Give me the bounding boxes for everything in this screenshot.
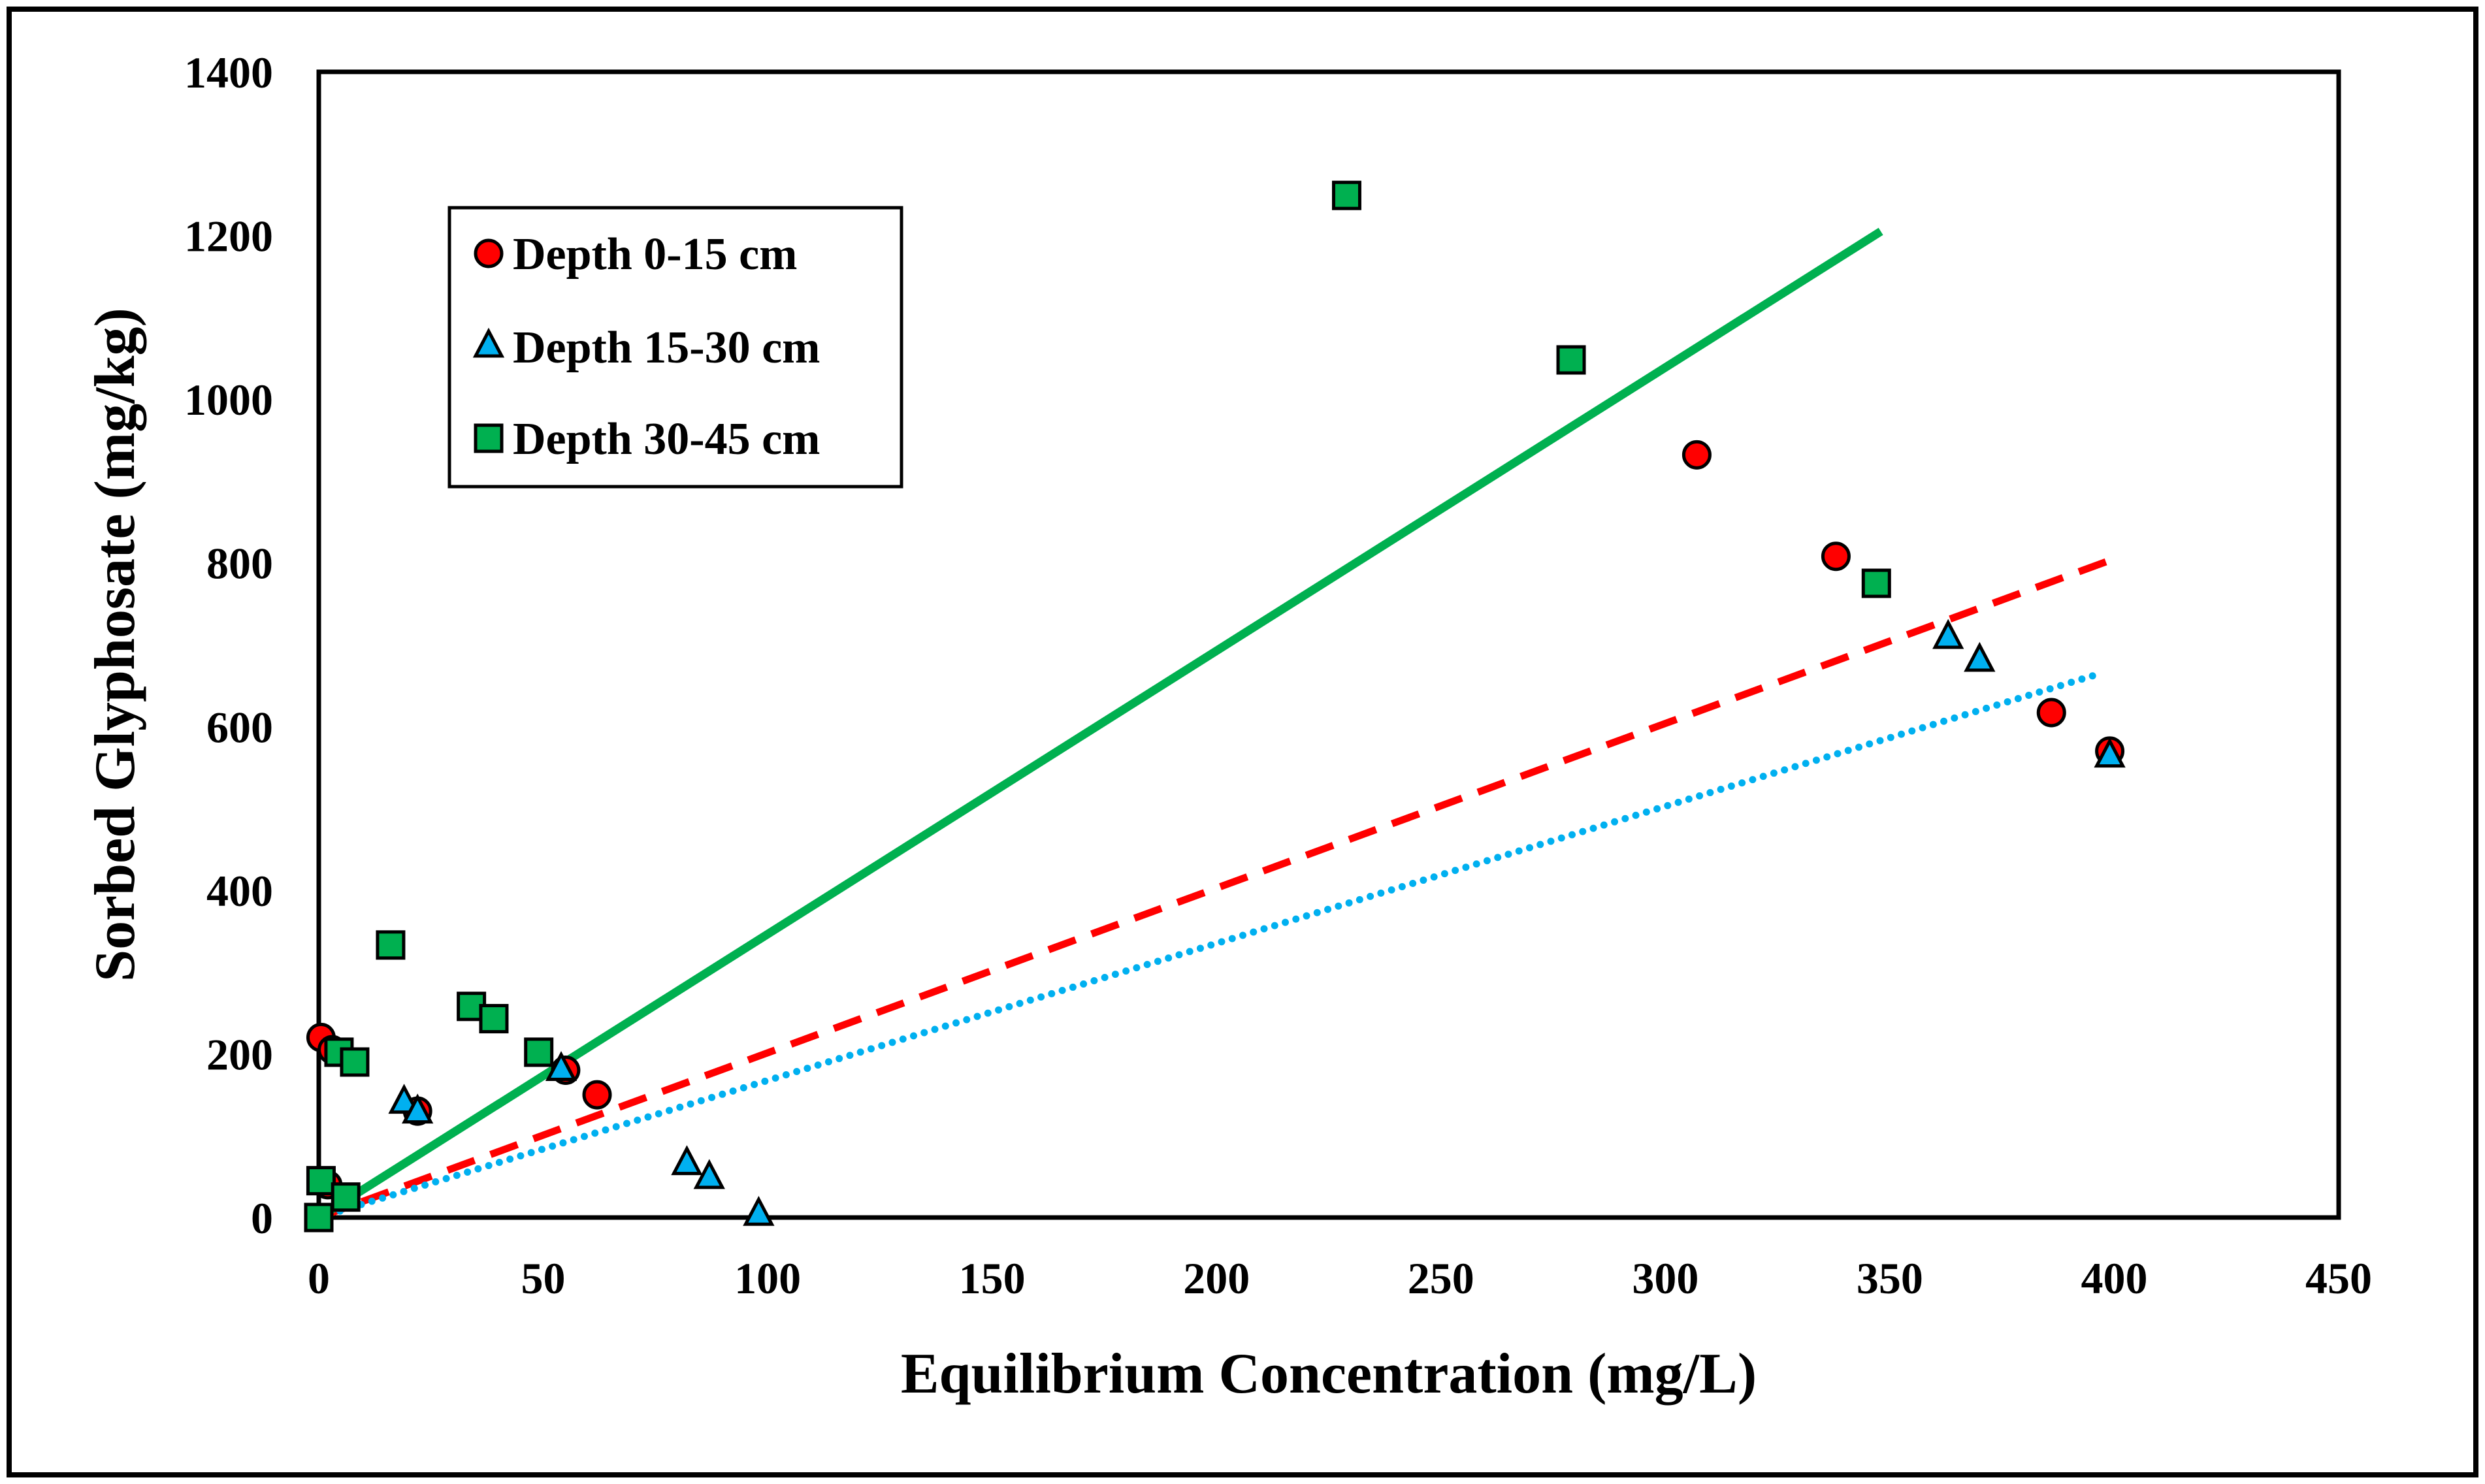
- x-axis-title: Equilibrium Concentration (mg/L): [901, 1342, 1757, 1406]
- data-points: [304, 180, 2126, 1233]
- y-tick-label: 200: [206, 1029, 273, 1079]
- y-tick-label: 600: [206, 702, 273, 752]
- trendlines: [315, 227, 2116, 1221]
- square-point: [1556, 345, 1586, 375]
- legend-label-depth-15-30-cm: Depth 15-30 cm: [513, 323, 820, 373]
- legend-label-depth-30-45-cm: Depth 30-45 cm: [513, 414, 820, 464]
- x-tick-label: 400: [2081, 1253, 2147, 1303]
- x-tick-label: 350: [1857, 1253, 1923, 1303]
- triangle-point: [1932, 619, 1964, 649]
- triangle-point: [402, 1093, 434, 1124]
- square-point: [340, 1047, 370, 1077]
- legend-marker-depth-30-45-cm: [474, 423, 504, 453]
- triangle-point: [743, 1195, 775, 1226]
- y-tick-label: 0: [251, 1193, 273, 1243]
- x-tick-label: 0: [308, 1253, 330, 1303]
- square-point: [376, 930, 406, 960]
- triangle-point: [671, 1145, 703, 1176]
- y-tick-label: 1400: [184, 48, 273, 97]
- circle-point: [1681, 440, 1712, 470]
- y-tick-label: 1000: [184, 375, 273, 425]
- x-tick-label: 200: [1183, 1253, 1250, 1303]
- x-tick-label: 250: [1408, 1253, 1474, 1303]
- trendline-depth-15-30-cm: [315, 669, 2105, 1221]
- circle-point: [582, 1080, 612, 1110]
- legend-marker-depth-0-15-cm: [474, 238, 504, 268]
- x-tick-label: 150: [959, 1253, 1026, 1303]
- x-tick-label: 50: [521, 1253, 566, 1303]
- legend-marker-depth-15-30-cm: [472, 327, 505, 358]
- triangle-point: [2094, 737, 2126, 768]
- legend-box: [447, 206, 903, 489]
- y-tick-label: 400: [206, 866, 273, 916]
- circle-point: [2036, 698, 2066, 728]
- series-depth-30-45-cm: [304, 180, 1891, 1233]
- square-point: [331, 1182, 361, 1212]
- square-point: [524, 1037, 554, 1067]
- triangle-point: [1964, 641, 1996, 672]
- x-tick-label: 450: [2305, 1253, 2372, 1303]
- triangle-point: [693, 1159, 725, 1189]
- circle-point: [1821, 541, 1851, 572]
- y-axis-title: Sorbed Glyphosate (mg/kg): [84, 308, 147, 982]
- square-point: [1331, 180, 1361, 210]
- x-tick-label: 100: [734, 1253, 801, 1303]
- y-tick-label: 800: [206, 539, 273, 589]
- square-point: [306, 1166, 336, 1196]
- triangle-point: [545, 1051, 577, 1081]
- series-depth-15-30-cm: [388, 619, 2126, 1226]
- y-tick-label: 1200: [184, 212, 273, 261]
- square-point: [304, 1202, 334, 1233]
- x-tick-label: 300: [1632, 1253, 1698, 1303]
- legend-label-depth-0-15-cm: Depth 0-15 cm: [513, 229, 797, 280]
- square-point: [1861, 568, 1891, 598]
- triangle-point: [388, 1084, 420, 1114]
- legend: Depth 0-15 cm Depth 15-30 cm Depth 30-45 c…: [447, 206, 903, 489]
- trendline-depth-30-45-cm: [316, 227, 1883, 1221]
- square-point: [479, 1004, 509, 1034]
- y-axis-ticks: 0 200 400 600 800 1000 1200 1400: [184, 48, 273, 1243]
- x-axis-ticks: 0 50 100 150 200 250 300 350 400 450: [308, 1253, 2372, 1303]
